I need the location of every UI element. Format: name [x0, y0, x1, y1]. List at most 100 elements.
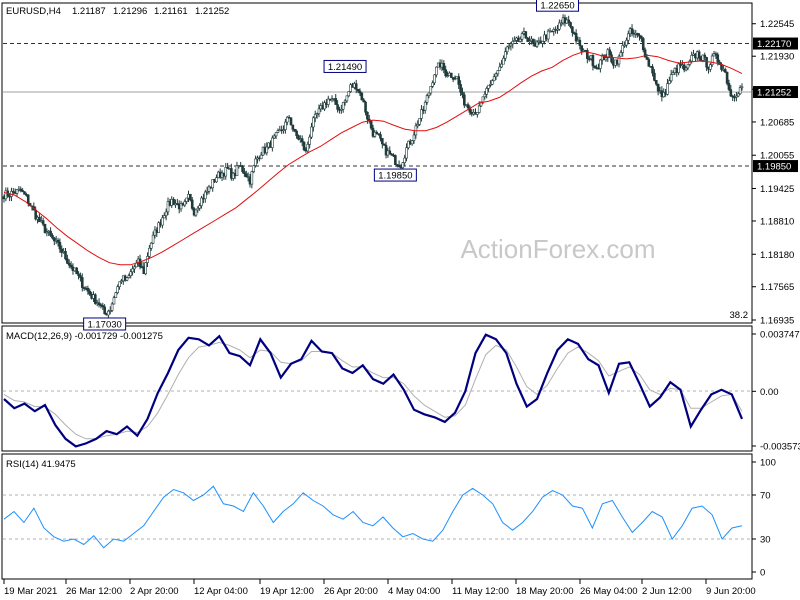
price-tick-label: 1.20685 [760, 117, 794, 128]
annotation-label: 1.17030 [87, 319, 121, 330]
candle-body [407, 140, 410, 149]
candle-body [654, 80, 658, 85]
candle-body [347, 91, 351, 97]
candle-body [653, 72, 656, 81]
candle-body [377, 133, 380, 135]
candle-body [310, 126, 313, 138]
candle-body [433, 74, 436, 84]
candle-body [133, 266, 136, 270]
x-tick-label: 2 Jun 12:00 [642, 586, 692, 597]
candle-body [49, 230, 52, 236]
rsi-line [3, 485, 743, 549]
candle-body [621, 45, 625, 53]
candle-body [451, 77, 455, 80]
candle-body [211, 179, 215, 189]
candle-body [379, 134, 382, 139]
candle-body [166, 201, 170, 213]
candle-body [384, 144, 388, 156]
x-tick-label: 19 Mar 2021 [4, 586, 57, 597]
candle-body [250, 171, 254, 185]
candle-body [627, 33, 630, 41]
candle-body [360, 92, 364, 101]
candle-body [88, 290, 92, 295]
candle-body [336, 104, 339, 110]
candle-body [731, 95, 734, 98]
candle-body [720, 64, 723, 70]
price-annotations: 1.17030 1.21490 1.19850 1.22650 [83, 0, 579, 331]
candle-body [77, 273, 80, 276]
candle-body [205, 191, 209, 193]
candle-body [295, 130, 298, 136]
candle-body [215, 177, 218, 183]
candle-body [442, 63, 446, 70]
candle-body [190, 199, 194, 209]
candle-body [312, 117, 315, 128]
candle-body [390, 153, 393, 156]
candle-body [476, 112, 479, 115]
candle-body [587, 58, 591, 60]
candle-body [714, 53, 718, 55]
candle-body [373, 131, 377, 137]
candle-body [403, 157, 406, 164]
rsi-tick-label: 70 [760, 491, 771, 502]
candle-body [571, 26, 574, 33]
candle-body [189, 193, 192, 201]
candle-body [636, 32, 639, 36]
candle-body [509, 43, 513, 47]
candle-body [285, 116, 289, 123]
candle-body [559, 22, 563, 25]
candle-body [313, 113, 317, 119]
candle-body [131, 268, 134, 273]
macd-main-line [3, 333, 744, 448]
candle-body [118, 281, 121, 288]
candle-body [252, 165, 256, 172]
candle-body [356, 88, 360, 92]
candle-body [574, 32, 578, 42]
candle-body [120, 280, 123, 283]
candle-body [244, 173, 248, 178]
candle-body [94, 294, 97, 304]
candle-body [716, 54, 720, 63]
candle-body [556, 28, 559, 31]
candle-body [690, 55, 693, 62]
candle-body [727, 83, 731, 90]
candle-body [686, 64, 690, 69]
candle-body [125, 277, 129, 281]
candle-body [38, 217, 41, 223]
candle-body [274, 132, 278, 137]
candle-body [449, 72, 453, 78]
candle-body [67, 263, 71, 266]
annotation-box [373, 168, 417, 182]
candle-body [129, 271, 133, 276]
macd-tick-label: 0.00 [760, 387, 779, 398]
candle-body [425, 95, 429, 103]
candle-body [504, 51, 507, 59]
candle-body [405, 147, 408, 159]
fib-label: 38.2 [730, 310, 749, 321]
macd-tick-label: 0.003747 [760, 330, 800, 341]
candle-body [116, 286, 119, 293]
candle-body [276, 130, 280, 133]
candle-body [362, 99, 365, 103]
candle-body [302, 141, 306, 151]
candle-body [259, 154, 263, 160]
rsi-tick-label: 0 [760, 568, 765, 579]
candle-body [610, 54, 613, 63]
candle-body [289, 117, 293, 126]
candle-body [477, 105, 481, 113]
rsi-tick-label: 30 [760, 535, 771, 546]
price-tick-label: 1.20055 [760, 151, 794, 162]
candle-body [401, 162, 405, 169]
ohlc-high: 1.21296 [113, 6, 147, 17]
candle-body [671, 72, 675, 75]
price-level-box [753, 86, 798, 99]
candle-body [457, 76, 461, 85]
candle-body [108, 310, 112, 312]
macd-pane-frame [1, 325, 753, 452]
candle-body [235, 165, 239, 177]
candle-body [666, 83, 669, 95]
candle-body [23, 191, 26, 195]
candle-body [567, 19, 570, 23]
candle-body [381, 138, 384, 145]
